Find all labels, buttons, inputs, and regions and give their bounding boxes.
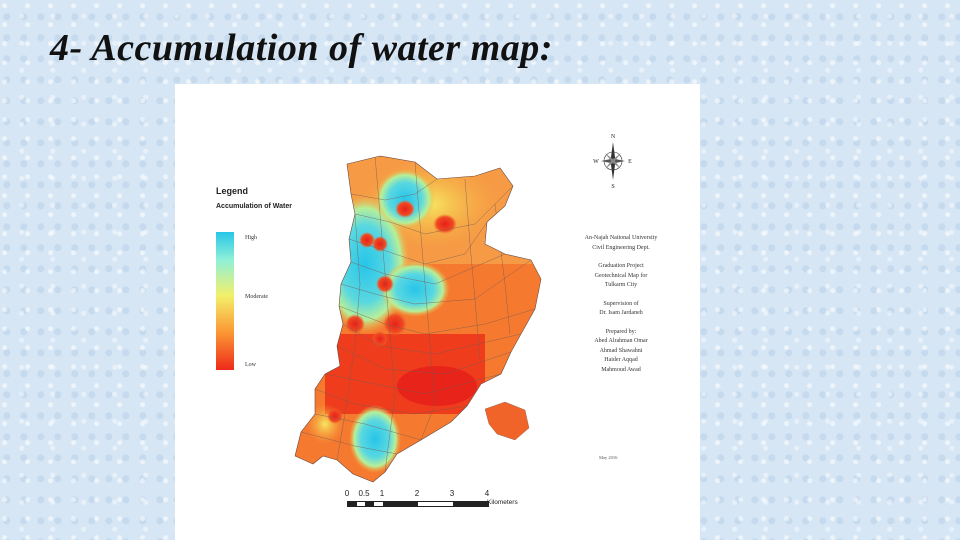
legend-color-ramp	[216, 232, 234, 370]
scale-tick: 0	[344, 489, 350, 498]
scale-tick: 0.5	[358, 489, 370, 498]
scale-segment	[348, 502, 357, 506]
author-name: Haider Aqqad	[604, 357, 638, 363]
project-line-3: Tulkarm City	[604, 282, 638, 288]
map-canvas	[294, 155, 542, 483]
author-name: Ahmad Shawahni	[599, 347, 643, 354]
legend-moderate-label: Moderate	[245, 294, 268, 300]
scale-track	[347, 501, 489, 507]
scale-segment	[365, 502, 374, 506]
compass-n: N	[611, 134, 616, 140]
supervisor-name: Dr. Isam Jardaneh	[599, 310, 643, 316]
author-name: Mahmoud Awad	[601, 366, 641, 373]
scale-units: Kilometers	[487, 499, 518, 506]
supervision-label: Supervision of	[603, 300, 639, 307]
project-line-2: Geotechnical Map for	[594, 272, 648, 279]
slide-title: 4- Accumulation of water map:	[50, 27, 553, 69]
legend-subtitle: Accumulation of Water	[216, 203, 292, 210]
compass-w: W	[593, 159, 599, 165]
compass-s: S	[611, 184, 614, 190]
scale-tick: 4	[484, 489, 490, 498]
university-name: An-Najah National University	[584, 235, 658, 241]
legend-title: Legend	[216, 186, 249, 196]
north-arrow-icon: N S W E	[593, 134, 632, 190]
scale-tick: 2	[414, 489, 420, 498]
prepared-by-label: Prepared by:	[605, 328, 637, 335]
compass-e: E	[628, 159, 632, 165]
scale-bar: 0 0.5 1 2 3 4 Kilometers	[343, 489, 518, 515]
legend-high-label: High	[245, 235, 257, 241]
scale-tick: 1	[379, 489, 385, 498]
scale-tick: 3	[449, 489, 455, 498]
map-date: May 2016	[599, 455, 618, 460]
title-block: An-Najah National University Civil Engin…	[567, 234, 675, 375]
east-exclave	[484, 401, 530, 441]
map-image: Legend Accumulation of Water High Modera…	[175, 84, 700, 540]
city-outline	[294, 155, 542, 483]
author-name: Abed Alrahman Omar	[594, 338, 648, 344]
scale-segment	[453, 502, 488, 506]
accumulation-surface	[295, 156, 541, 482]
legend-low-label: Low	[245, 362, 256, 368]
department-name: Civil Engineering Dept.	[592, 244, 650, 251]
project-line-1: Graduation Project	[598, 263, 644, 269]
scale-segment	[383, 502, 418, 506]
